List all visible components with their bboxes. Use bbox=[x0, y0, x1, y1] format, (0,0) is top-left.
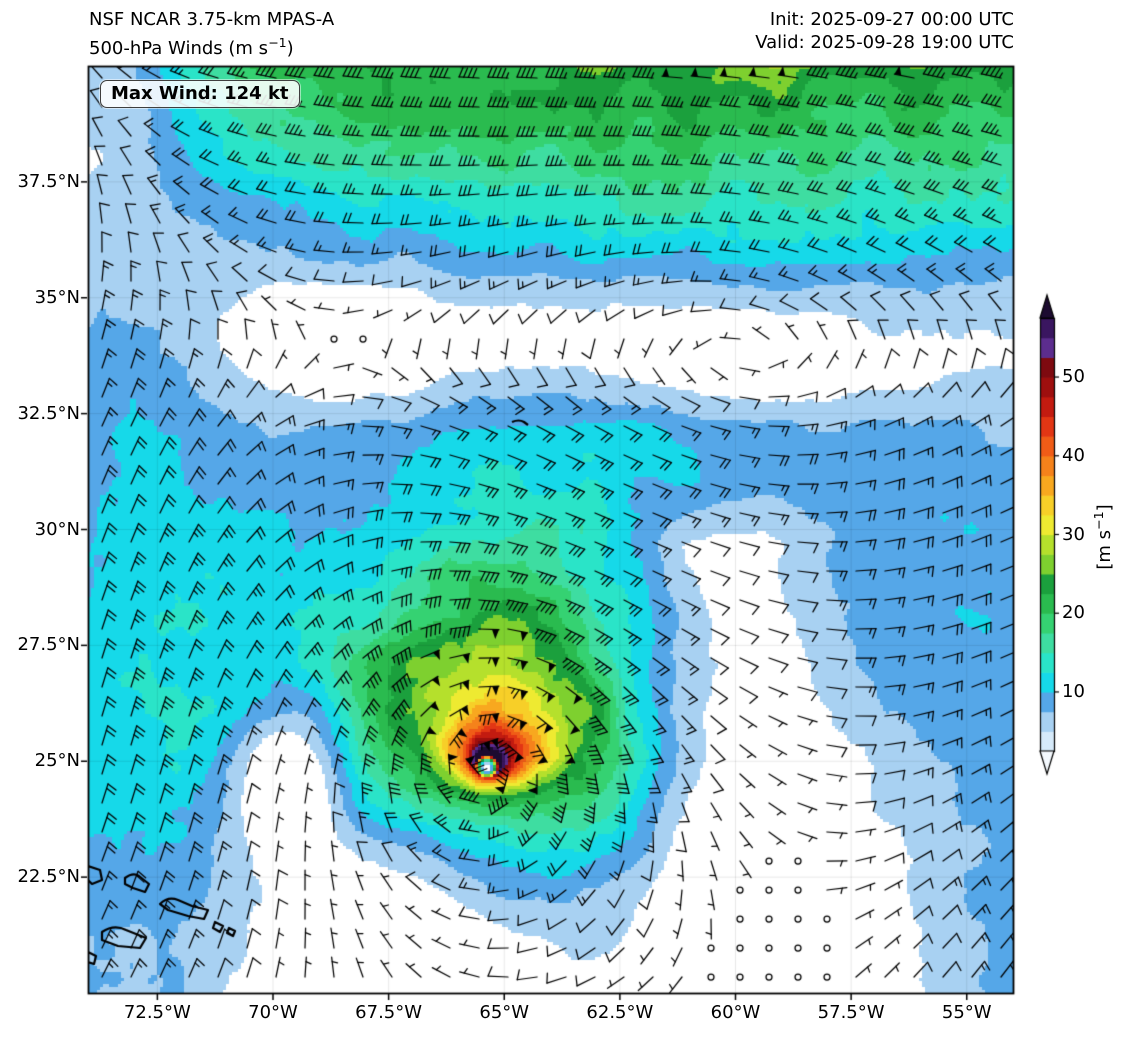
valid-time-label: Valid: 2025-09-28 19:00 UTC bbox=[755, 32, 1014, 53]
x-tick-label: 72.5°W bbox=[123, 1002, 191, 1023]
max-wind-badge: Max Wind: 124 kt bbox=[100, 80, 300, 108]
colorbar-tick-label: 40 bbox=[1062, 444, 1085, 466]
colorbar-unit-label: [m s−1] bbox=[1091, 504, 1115, 569]
colorbar-tick-label: 50 bbox=[1062, 366, 1085, 388]
y-tick-label: 37.5°N bbox=[17, 170, 80, 192]
colorbar-unit-text: [m s bbox=[1094, 529, 1115, 570]
colorbar-tick-label: 20 bbox=[1062, 602, 1085, 624]
y-tick-label: 30°N bbox=[34, 518, 80, 540]
colorbar-tick-label: 10 bbox=[1062, 680, 1085, 702]
init-time-label: Init: 2025-09-27 00:00 UTC bbox=[769, 9, 1014, 30]
model-title: NSF NCAR 3.75-km MPAS-A bbox=[89, 9, 335, 30]
x-tick-label: 70°W bbox=[248, 1002, 298, 1023]
x-tick-label: 60°W bbox=[710, 1002, 761, 1023]
field-title: 500-hPa Winds (m s−1) bbox=[89, 32, 294, 60]
x-tick-label: 65°W bbox=[479, 1002, 530, 1023]
y-tick-label: 27.5°N bbox=[17, 634, 80, 656]
y-tick-label: 22.5°N bbox=[17, 866, 80, 888]
colorbar-tick-label: 30 bbox=[1062, 523, 1085, 545]
x-tick-label: 67.5°W bbox=[355, 1002, 423, 1023]
field-title-close: ) bbox=[286, 38, 294, 59]
field-title-text: 500-hPa Winds (m s bbox=[89, 38, 269, 59]
y-tick-label: 35°N bbox=[34, 286, 80, 308]
x-tick-label: 62.5°W bbox=[586, 1002, 654, 1023]
field-title-superscript: −1 bbox=[268, 35, 287, 50]
y-tick-label: 25°N bbox=[34, 750, 80, 772]
y-tick-label: 32.5°N bbox=[17, 402, 80, 424]
colorbar-unit-close: ] bbox=[1094, 504, 1115, 512]
x-tick-label: 55°W bbox=[941, 1002, 992, 1023]
x-tick-label: 57.5°W bbox=[817, 1002, 885, 1023]
colorbar-unit-superscript: −1 bbox=[1091, 511, 1106, 530]
